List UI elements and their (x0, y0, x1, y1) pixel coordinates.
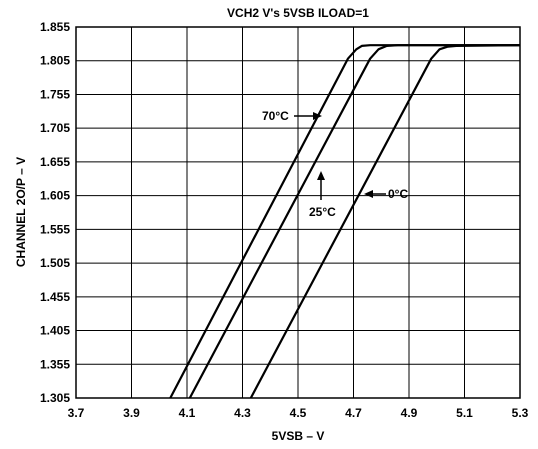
annotation-25c-arrow-head (317, 171, 325, 180)
annotation-70c: 70°C (262, 109, 322, 123)
x-tick-label: 4.3 (234, 406, 251, 420)
x-axis-label: 5VSB – V (272, 429, 325, 443)
y-tick-label: 1.555 (40, 222, 70, 236)
x-tick-label: 3.9 (123, 406, 140, 420)
annotation-70c-label: 70°C (262, 109, 289, 123)
x-tick-label: 4.5 (290, 406, 307, 420)
y-tick-label: 1.455 (40, 290, 70, 304)
y-tick-label: 1.705 (40, 121, 70, 135)
x-tick-label: 4.7 (345, 406, 362, 420)
plot-frame (75, 26, 521, 399)
y-tick-label: 1.655 (40, 155, 70, 169)
annotation-70c-arrow-head (313, 112, 322, 120)
y-tick-label: 1.805 (40, 54, 70, 68)
annotation-0c: 0°C (364, 187, 408, 201)
y-tick-label: 1.505 (40, 256, 70, 270)
x-tick-label: 5.3 (512, 406, 529, 420)
series-line-2 (249, 44, 521, 399)
y-tick-label: 1.405 (40, 324, 70, 338)
y-tick-label: 1.855 (40, 20, 70, 34)
annotation-0c-arrow-head (364, 190, 373, 198)
grid (75, 26, 521, 399)
y-tick-label: 1.305 (40, 391, 70, 405)
x-tick-labels: 3.7 3.9 4.1 4.3 4.5 4.7 4.9 5.1 5.3 (68, 406, 529, 420)
annotation-25c-label: 25°C (309, 205, 336, 219)
x-tick-label: 4.9 (401, 406, 418, 420)
chart-title: VCH2 V's 5VSB ILOAD=1 (227, 6, 369, 20)
annotation-0c-label: 0°C (388, 187, 408, 201)
annotation-25c: 25°C (309, 171, 336, 219)
x-tick-label: 4.1 (179, 406, 196, 420)
series-line-1 (188, 44, 520, 399)
y-axis-label: CHANNEL 2O/P – V (14, 157, 28, 267)
y-tick-label: 1.605 (40, 189, 70, 203)
y-tick-label: 1.355 (40, 357, 70, 371)
y-tick-labels: 1.305 1.355 1.405 1.455 1.505 1.555 1.605 1.655… (40, 20, 70, 405)
x-tick-label: 3.7 (68, 406, 85, 420)
series-group (169, 44, 521, 399)
y-tick-label: 1.755 (40, 87, 70, 101)
x-tick-label: 5.1 (456, 406, 473, 420)
